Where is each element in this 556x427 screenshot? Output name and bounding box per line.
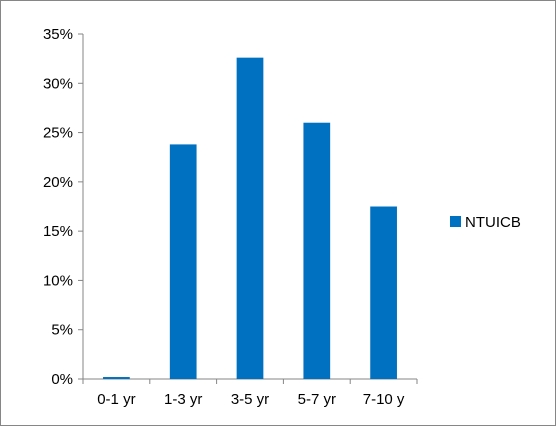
- legend-label: NTUICB: [465, 214, 521, 231]
- x-tick-label: 5-7 yr: [298, 391, 336, 408]
- axes: [78, 33, 418, 384]
- y-tick-label: 0%: [51, 371, 73, 388]
- bar: [103, 377, 130, 379]
- y-tick-label: 15%: [43, 223, 73, 240]
- x-tick-label: 3-5 yr: [231, 391, 269, 408]
- y-tick-label: 35%: [43, 26, 73, 43]
- x-tick-labels: 0-1 yr 1-3 yr 3-5 yr 5-7 yr 7-10 y: [97, 391, 405, 408]
- y-tick-label: 20%: [43, 174, 73, 191]
- bar: [169, 144, 197, 379]
- bar: [303, 122, 331, 379]
- y-tick-labels: 0% 5% 10% 15% 20% 25% 30% 35%: [43, 26, 73, 388]
- x-tick-label: 7-10 y: [363, 391, 405, 408]
- x-tick-label: 1-3 yr: [164, 391, 202, 408]
- bar: [236, 57, 264, 380]
- y-tick-label: 10%: [43, 272, 73, 289]
- y-tick-label: 5%: [51, 322, 73, 339]
- y-tick-label: 25%: [43, 125, 73, 142]
- bars: [103, 57, 397, 380]
- y-tick-label: 30%: [43, 75, 73, 92]
- x-tick-label: 0-1 yr: [97, 391, 135, 408]
- legend-swatch: [450, 216, 461, 227]
- legend: NTUICB: [450, 214, 521, 231]
- bar: [370, 206, 397, 379]
